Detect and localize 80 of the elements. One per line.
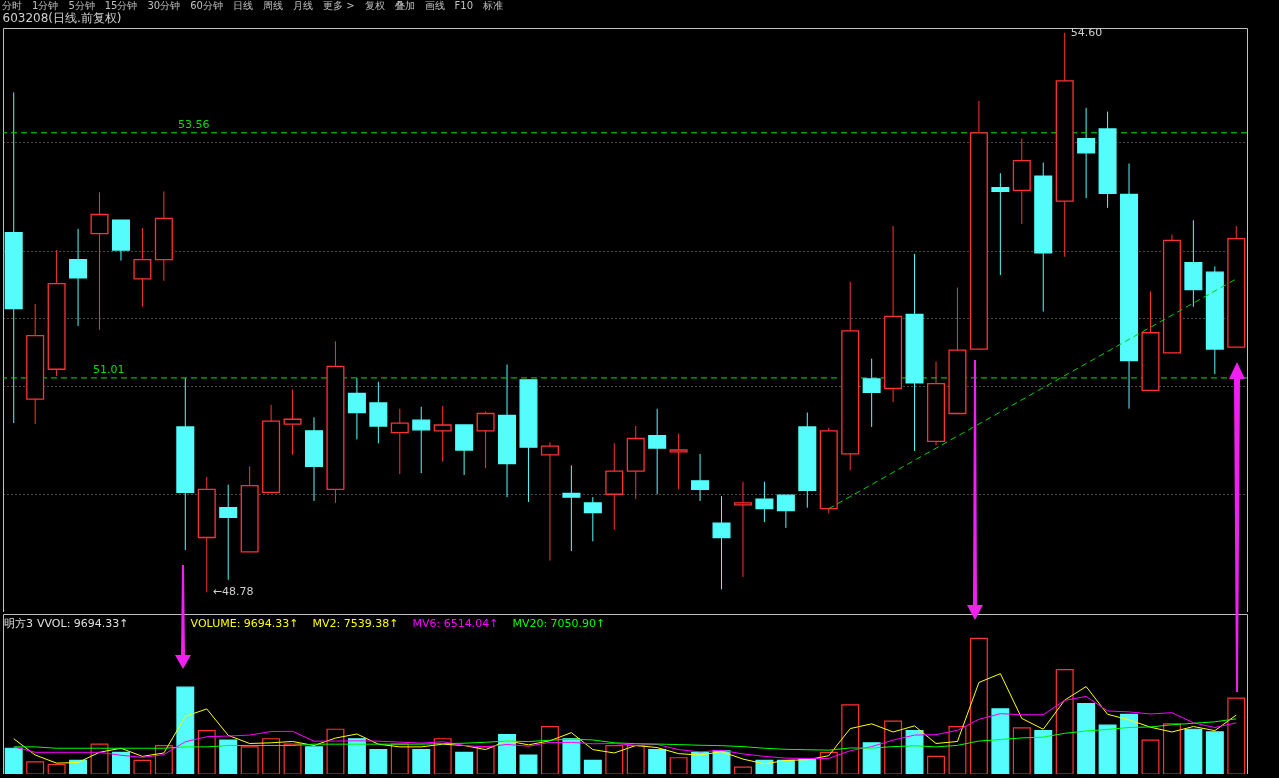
- bar: [991, 708, 1010, 774]
- text: F10: [454, 0, 473, 11]
- candlestick: [433, 405, 452, 463]
- ref-line-label: 53.56: [178, 117, 210, 131]
- text: 1分钟: [32, 0, 59, 11]
- bar: [905, 730, 924, 774]
- bar: [648, 748, 667, 774]
- ref-line-label: 51.01: [93, 362, 125, 376]
- candlestick: [991, 172, 1010, 276]
- candlestick: [733, 481, 752, 578]
- candlestick: [583, 496, 602, 542]
- chart-title: 603208(日线.前复权): [2, 10, 122, 25]
- bar: [498, 734, 516, 774]
- candlestick: [540, 441, 559, 562]
- bar: [862, 742, 881, 774]
- bar: [412, 748, 431, 774]
- candlestick: [755, 481, 774, 523]
- bar: [755, 759, 774, 774]
- bar: [4, 747, 23, 774]
- text: 60分钟: [190, 0, 223, 11]
- bar: [1120, 713, 1138, 774]
- candlestick: [562, 464, 581, 552]
- text: VOLUME: 9694.33↑: [190, 617, 299, 630]
- bar: [347, 738, 366, 774]
- candlestick: [69, 228, 88, 327]
- text: 月线: [292, 0, 313, 11]
- candlestick: [219, 484, 238, 581]
- text: 30分钟: [147, 0, 181, 11]
- candlestick: [648, 408, 667, 495]
- bar: [219, 739, 238, 774]
- candlestick: [283, 388, 302, 456]
- text: 分时: [2, 0, 22, 11]
- text: MV6: 6514.04↑: [412, 617, 499, 630]
- text: 复权: [364, 0, 385, 11]
- text: 周线: [262, 0, 283, 11]
- candlestick: [712, 495, 731, 590]
- candlestick: [369, 381, 388, 444]
- text: 日线: [232, 0, 253, 11]
- candlestick: [862, 358, 881, 428]
- text: MV20: 7050.90↑: [512, 617, 606, 630]
- candlestick: [605, 442, 624, 531]
- text: 5分钟: [68, 0, 95, 11]
- bar: [712, 750, 731, 774]
- candlestick: [133, 227, 152, 308]
- candlestick: [476, 411, 495, 469]
- bar: [1205, 731, 1224, 774]
- text: VVOL: 9694.33↑: [37, 617, 129, 630]
- bar: [176, 686, 195, 774]
- candlestick: [412, 406, 431, 474]
- bar: [562, 738, 581, 774]
- candlestick: [669, 433, 688, 490]
- chart-title: 明方3: [4, 617, 33, 630]
- bar: [691, 751, 710, 774]
- bar: [369, 748, 388, 774]
- candlestick: [90, 191, 109, 331]
- candlestick: [691, 453, 710, 502]
- bar: [583, 759, 602, 774]
- bar: [112, 751, 130, 774]
- bar: [1077, 702, 1096, 774]
- candlestick: [347, 377, 366, 440]
- bar: [776, 759, 795, 774]
- candlestick: [1077, 107, 1096, 199]
- bar: [1098, 724, 1117, 774]
- bar: [1034, 730, 1053, 774]
- text: 画线: [424, 0, 445, 11]
- candlestick: [776, 494, 795, 529]
- bar: [305, 746, 323, 774]
- text: 更多 >: [322, 0, 355, 11]
- bar: [519, 754, 538, 774]
- bar: [1184, 728, 1203, 774]
- text: 叠加: [394, 0, 415, 11]
- text: 15分钟: [104, 0, 138, 11]
- annotation: 54.60: [1070, 25, 1103, 39]
- bar: [455, 751, 474, 774]
- annotation: ←48.78: [212, 585, 254, 599]
- text: 标准: [483, 0, 503, 11]
- candlestick: [390, 408, 409, 475]
- text: MV2: 7539.38↑: [312, 617, 399, 630]
- bar: [798, 758, 817, 774]
- bar: [69, 759, 88, 774]
